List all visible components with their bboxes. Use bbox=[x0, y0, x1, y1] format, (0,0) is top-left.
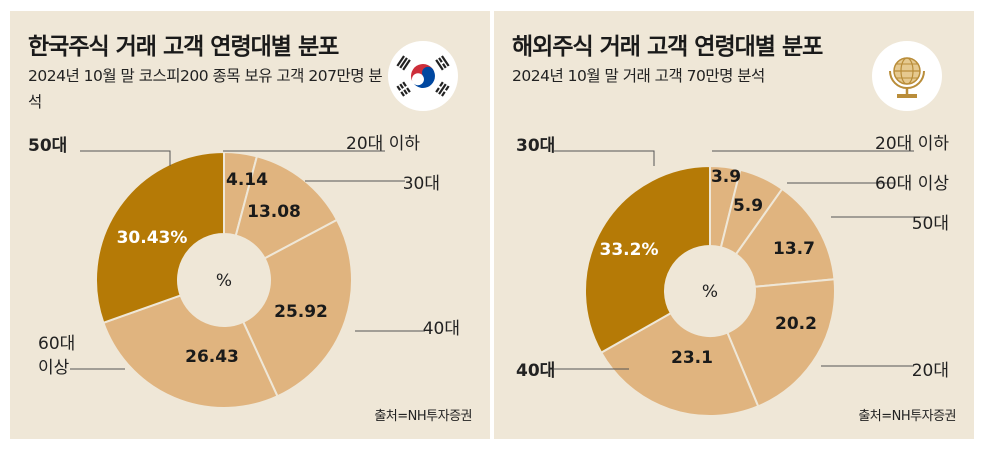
category-label: 40대 bbox=[423, 319, 460, 339]
left-panel: 한국주식 거래 고객 연령대별 분포 2024년 10월 말 코스피200 종목… bbox=[10, 11, 490, 439]
center-unit-label: % bbox=[216, 271, 232, 291]
category-label: 50대 bbox=[912, 214, 949, 234]
source-note: 출처=NH투자증권 bbox=[374, 409, 472, 424]
slice-value-label: 25.92 bbox=[274, 302, 328, 322]
korean-flag-icon bbox=[388, 41, 458, 111]
pie-slice bbox=[734, 187, 836, 288]
pie-slice bbox=[726, 278, 836, 408]
leader-line bbox=[554, 150, 655, 166]
right-panel: 해외주식 거래 고객 연령대별 분포 2024년 10월 말 거래 고객 70만… bbox=[494, 11, 974, 439]
pie-slice bbox=[102, 294, 279, 409]
slice-value-label: 26.43 bbox=[185, 347, 239, 367]
source-note: 출처=NH투자증권 bbox=[858, 409, 956, 424]
donut-chart-right: % 3.9 5.9 13.7 20.2 23.1 33.2% 20대 이하 60대 이상 50대 2… bbox=[516, 134, 949, 417]
pie-slice bbox=[599, 311, 760, 417]
category-label: 60대 이상 bbox=[875, 174, 949, 194]
slice-value-label: 13.08 bbox=[247, 202, 301, 222]
page-title: 한국주식 거래 고객 연령대별 분포 bbox=[28, 34, 339, 60]
slice-value-label: 20.2 bbox=[775, 314, 817, 334]
category-label: 40대 bbox=[516, 361, 555, 381]
category-label: 20대 이하 bbox=[875, 134, 949, 154]
subtitle: 2024년 10월 말 거래 고객 70만명 분석 bbox=[512, 67, 765, 85]
category-label: 20대 bbox=[912, 361, 949, 381]
slice-value-label: 33.2% bbox=[600, 240, 659, 260]
slice-value-label: 23.1 bbox=[671, 348, 713, 368]
page-title: 해외주식 거래 고객 연령대별 분포 bbox=[512, 34, 823, 60]
slice-value-label: 30.43% bbox=[117, 228, 188, 248]
category-label: 50대 bbox=[28, 136, 67, 156]
center-unit-label: % bbox=[702, 282, 718, 302]
globe-icon bbox=[872, 41, 942, 111]
slice-value-label: 4.14 bbox=[226, 170, 268, 190]
slice-value-label: 5.9 bbox=[733, 196, 763, 216]
pie-slice bbox=[584, 164, 711, 354]
category-label: 30대 bbox=[516, 136, 555, 156]
category-label: 20대 이하 bbox=[346, 134, 420, 154]
donut-chart-left: % 4.14 13.08 25.92 26.43 30.43% 20대 이하 30대 40대 60… bbox=[28, 134, 460, 409]
category-label: 60대 이상 bbox=[38, 334, 75, 378]
slice-value-label: 13.7 bbox=[773, 239, 815, 259]
slice-value-label: 3.9 bbox=[711, 167, 741, 187]
leader-line bbox=[80, 150, 171, 166]
pie-slice bbox=[241, 218, 353, 398]
category-label: 30대 bbox=[403, 174, 440, 194]
pie-slice bbox=[95, 150, 225, 325]
subtitle: 2024년 10월 말 코스피200 종목 보유 고객 207만명 분석 bbox=[28, 67, 383, 111]
